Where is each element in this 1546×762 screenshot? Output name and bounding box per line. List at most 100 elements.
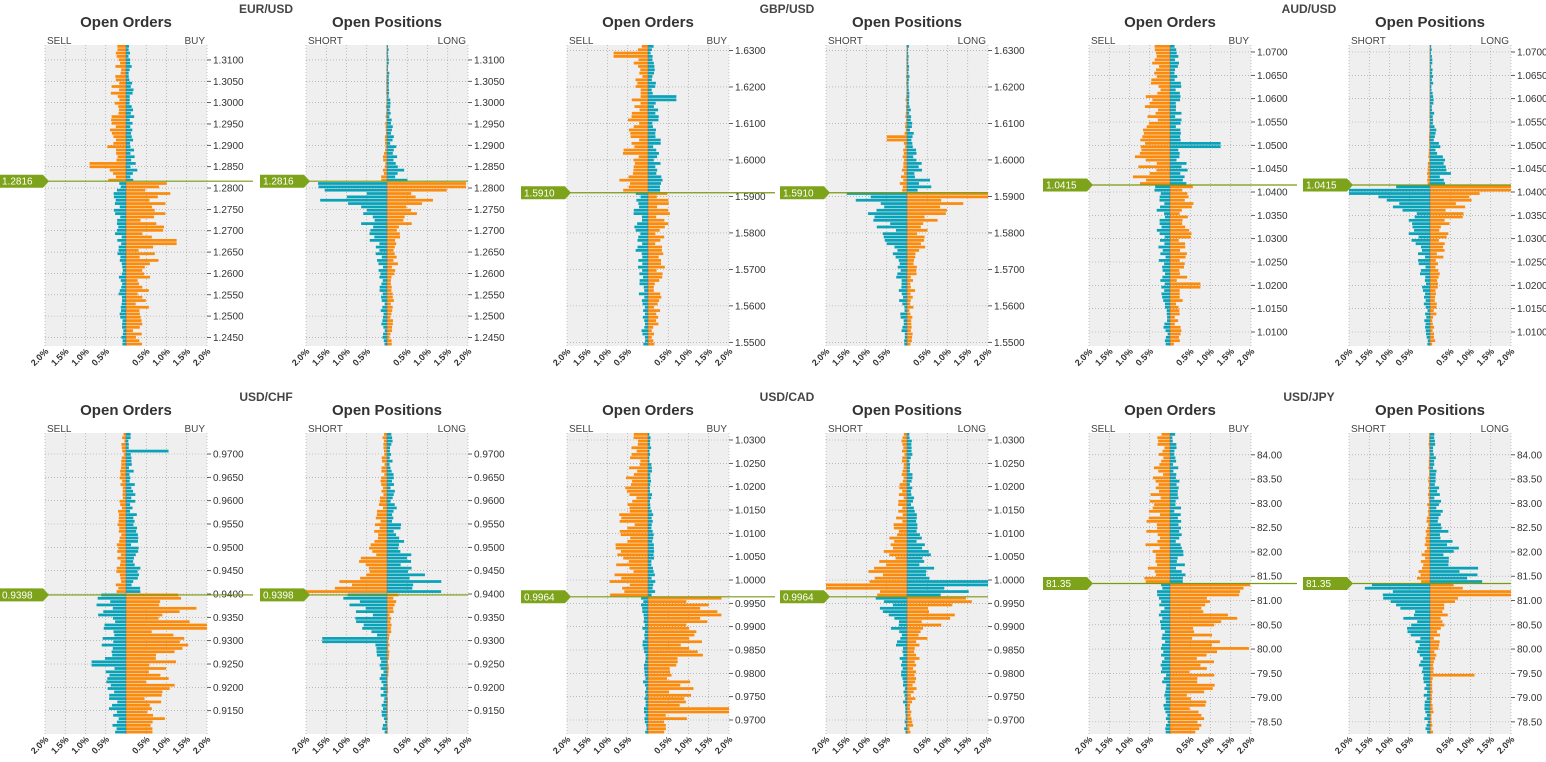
bar-right: [387, 168, 405, 172]
bar-right: [1170, 319, 1179, 322]
bar-left: [897, 533, 907, 537]
bar-right: [126, 463, 132, 466]
x-tick-label: 1.5%: [571, 346, 593, 368]
bar-right: [648, 723, 666, 727]
y-tick-label: 81.00: [1257, 596, 1282, 607]
bar-right: [907, 309, 910, 312]
bar-right: [648, 570, 654, 573]
bar-left: [632, 172, 648, 175]
bar-right: [907, 503, 911, 506]
bar-right: [126, 295, 143, 299]
bar-right: [648, 697, 685, 700]
bar-left: [630, 456, 648, 460]
bar-right: [648, 238, 661, 242]
bar-right: [1170, 252, 1187, 256]
bar-right: [126, 509, 131, 513]
bar-left: [1418, 262, 1430, 266]
bar-left: [906, 45, 907, 48]
bar-left: [1417, 650, 1430, 654]
bar-left: [897, 265, 907, 269]
bar-right: [1170, 232, 1192, 236]
bar-right: [387, 596, 394, 600]
bar-left: [826, 583, 907, 587]
bar-left: [1160, 663, 1170, 667]
y-tick-label: 0.9500: [474, 543, 505, 554]
bar-right: [907, 616, 951, 620]
x-tick-label: 2.0%: [1073, 346, 1095, 368]
bar-left: [906, 118, 907, 122]
panel-title: Open Orders: [602, 14, 694, 31]
bar-right: [387, 55, 389, 58]
bar-left: [877, 593, 907, 597]
bar-left: [110, 600, 126, 603]
y-tick-label: 1.2800: [474, 184, 505, 195]
bar-right: [648, 249, 662, 252]
side-label-long: LONG: [438, 36, 467, 47]
bar-right: [907, 433, 910, 436]
x-tick-label: 1.0%: [931, 734, 953, 756]
bar-right: [907, 680, 916, 684]
bar-left: [1349, 192, 1430, 195]
bar-right: [907, 566, 935, 570]
y-tick-label: 0.9950: [735, 599, 766, 610]
y-tick-label: 1.3100: [213, 55, 244, 66]
bar-right: [1430, 509, 1443, 513]
bar-left: [1424, 700, 1430, 704]
panel-title: Open Positions: [1375, 402, 1485, 419]
bar-left: [634, 162, 648, 165]
bar-right: [1430, 449, 1434, 453]
bar-right: [907, 553, 931, 557]
bar-right: [907, 606, 929, 610]
bar-left: [1427, 493, 1430, 496]
bar-left: [627, 118, 648, 122]
bar-right: [1430, 583, 1454, 587]
bar-right: [1430, 305, 1437, 309]
bar-left: [1157, 91, 1170, 95]
bar-right: [126, 493, 136, 496]
bar-left: [1138, 165, 1170, 169]
x-tick-label: 2.0%: [191, 346, 213, 368]
bar-left: [1411, 623, 1430, 627]
bar-right: [126, 155, 135, 159]
bar-right: [648, 677, 667, 680]
bar-right: [126, 158, 132, 162]
bar-left: [120, 315, 126, 319]
bar-right: [1430, 459, 1435, 463]
bar-left: [1134, 155, 1170, 159]
bar-right: [1170, 603, 1206, 607]
bar-left: [382, 727, 387, 731]
bar-right: [648, 228, 660, 232]
bar-left: [1424, 279, 1430, 282]
bar-left: [1408, 218, 1430, 222]
bar-right: [1430, 312, 1437, 316]
bar-left: [361, 205, 387, 209]
bar-right: [387, 309, 393, 312]
bar-left: [386, 118, 387, 122]
bar-right: [1170, 466, 1179, 470]
bar-left: [905, 115, 907, 118]
bar-right: [907, 720, 913, 724]
bar-right: [1170, 125, 1176, 129]
bar-left: [1165, 710, 1170, 714]
bar-left: [377, 633, 387, 637]
bar-left: [1165, 697, 1170, 700]
bar-left: [904, 342, 907, 346]
bar-right: [1170, 295, 1180, 299]
bar-left: [631, 111, 648, 115]
bar-left: [122, 332, 126, 336]
bar-right: [648, 85, 656, 88]
bar-right: [648, 670, 671, 674]
bar-right: [387, 235, 401, 239]
bar-left: [1155, 185, 1170, 189]
bar-right: [907, 540, 917, 543]
bar-left: [1155, 111, 1170, 115]
bar-left: [116, 590, 126, 593]
bar-right: [1170, 509, 1175, 513]
bar-left: [1166, 673, 1170, 677]
bar-right: [1430, 550, 1454, 553]
bar-left: [1422, 289, 1430, 292]
y-tick-label: 1.2450: [474, 333, 505, 344]
bar-right: [387, 660, 388, 664]
bar-right: [648, 526, 652, 530]
bar-left: [374, 529, 387, 533]
